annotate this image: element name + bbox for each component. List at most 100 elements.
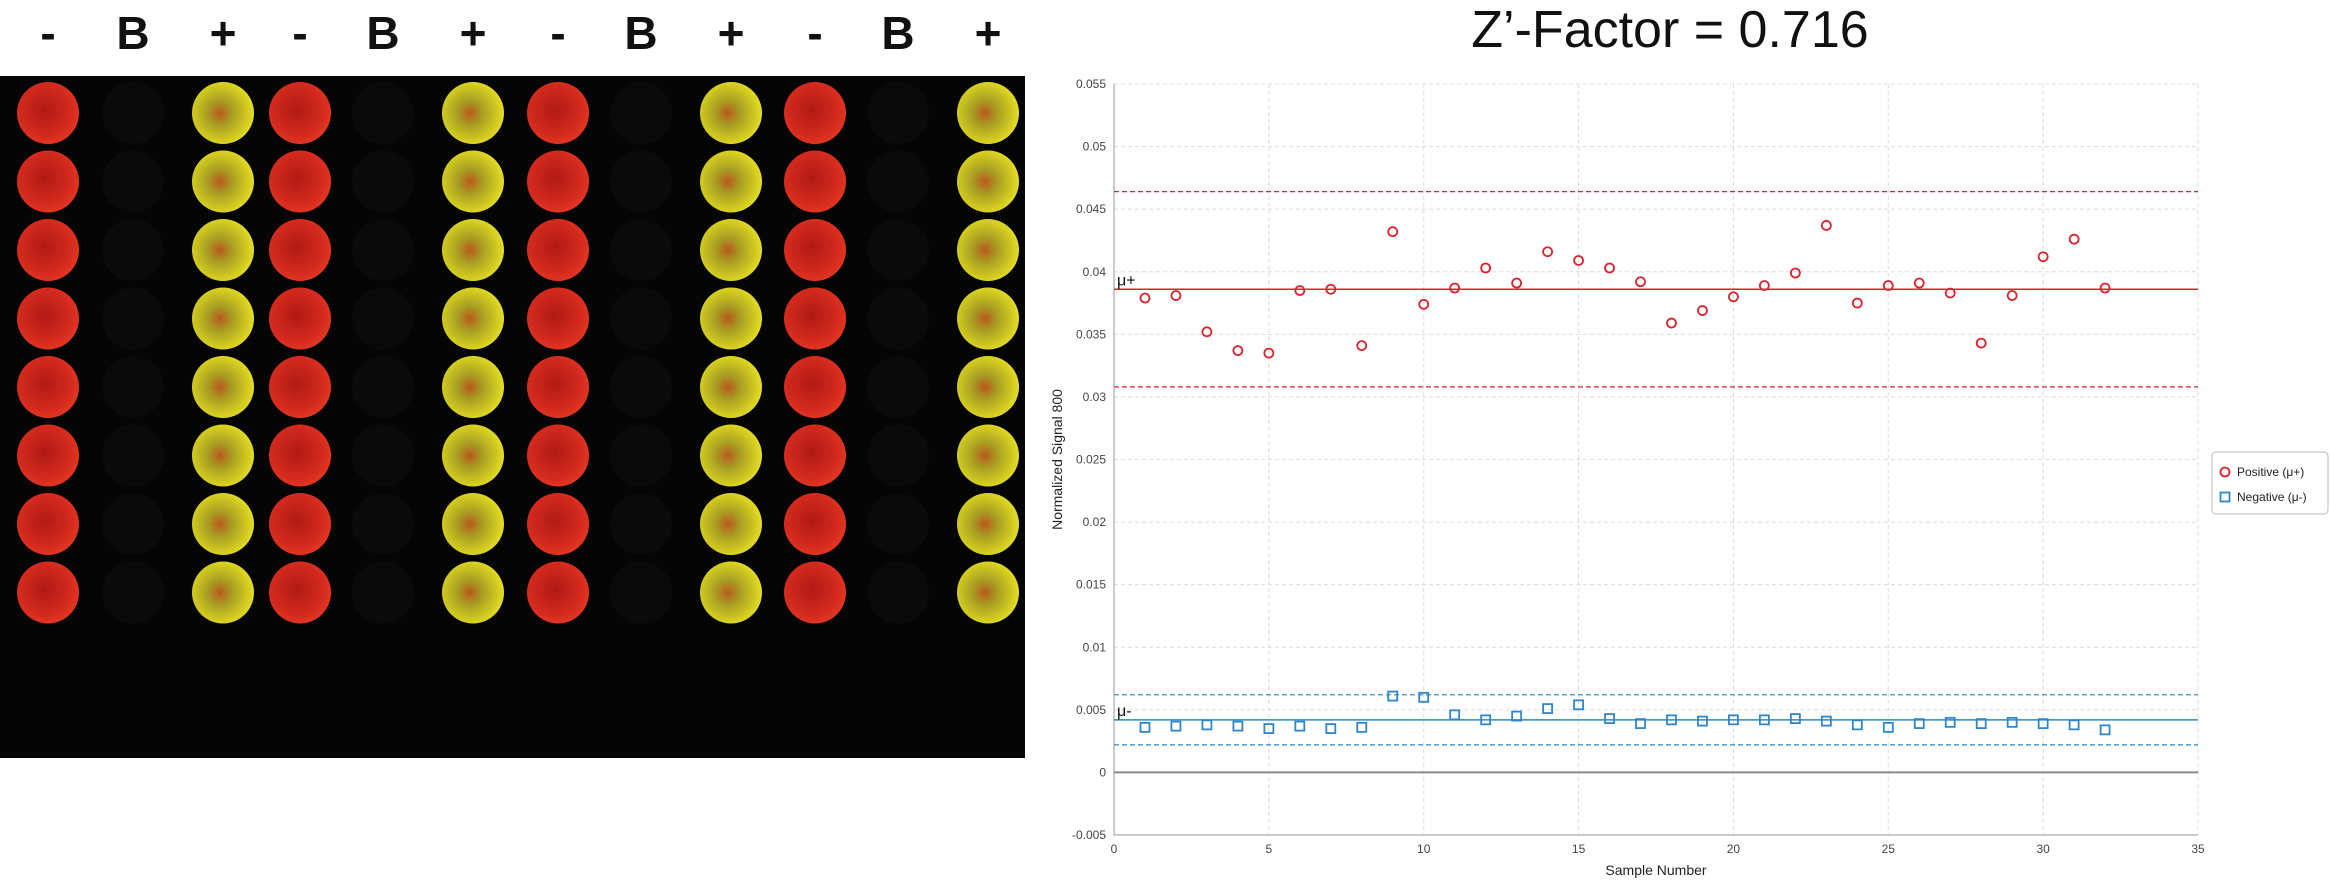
negative-well (784, 82, 846, 144)
well-plate-image (0, 76, 1025, 758)
negative-well (17, 219, 79, 281)
positive-well (957, 219, 1019, 281)
positive-data-point (2099, 282, 2111, 294)
negative-data-point (1263, 723, 1275, 735)
negative-data-point (1697, 715, 1708, 727)
negative-well (269, 150, 331, 213)
plate-column-label: B (116, 7, 150, 59)
negative-well (784, 424, 846, 487)
negative-data-point (1294, 720, 1306, 732)
negative-data-point (1511, 710, 1523, 722)
y-tick-label: 0.005 (1076, 703, 1106, 717)
blank-well (102, 82, 164, 144)
positive-well (957, 150, 1019, 213)
positive-data-point (1263, 347, 1275, 359)
plate-column-label: + (974, 7, 1002, 59)
negative-well (784, 561, 846, 624)
negative-well (527, 356, 589, 418)
negative-well (17, 561, 79, 624)
negative-well (269, 424, 331, 487)
negative-well (17, 424, 79, 487)
blank-well (867, 493, 929, 555)
positive-well (192, 150, 254, 213)
negative-data-point (1356, 721, 1368, 733)
mean-label: μ+ (1117, 272, 1136, 289)
positive-data-point (1201, 326, 1213, 338)
negative-well (17, 150, 79, 213)
blank-well (102, 150, 164, 213)
positive-data-point (1851, 297, 1863, 309)
positive-data-point (2068, 233, 2080, 245)
legend-entry-label: Positive (μ+) (2237, 465, 2304, 479)
y-tick-label: 0.035 (1076, 327, 1106, 341)
negative-well (269, 561, 331, 624)
negative-well (784, 493, 846, 555)
positive-data-point (1232, 345, 1244, 357)
y-tick-label: -0.005 (1072, 828, 1106, 842)
y-tick-label: 0.025 (1076, 453, 1106, 467)
negative-data-point (1635, 718, 1646, 730)
negative-data-point (1232, 720, 1244, 732)
blank-well (102, 493, 164, 555)
positive-data-point (2006, 290, 2018, 301)
blank-well (610, 493, 672, 555)
plate-column-label: - (807, 7, 823, 59)
negative-well (269, 356, 331, 418)
positive-well (700, 424, 762, 487)
positive-data-point (1789, 267, 1801, 279)
positive-data-point (1759, 280, 1770, 291)
positive-data-point (1820, 220, 1832, 231)
positive-data-point (1449, 282, 1461, 294)
negative-well (527, 287, 589, 350)
positive-well (442, 287, 504, 350)
blank-well (352, 82, 414, 144)
positive-well (700, 82, 762, 144)
plate-column-label: B (366, 7, 400, 59)
plate-column-label: + (459, 7, 487, 59)
blank-well (102, 219, 164, 281)
negative-well (784, 150, 846, 213)
negative-data-point (1604, 713, 1615, 724)
negative-well (784, 219, 846, 281)
positive-well (192, 356, 254, 418)
y-tick-label: 0.04 (1083, 265, 1107, 279)
chart-title: Z’-Factor = 0.716 (1471, 1, 1869, 59)
y-tick-label: 0.045 (1076, 202, 1106, 216)
positive-data-point (1573, 255, 1584, 266)
plate-column-label: B (624, 7, 658, 59)
positive-well (957, 424, 1019, 487)
positive-well (700, 150, 762, 213)
blank-well (610, 82, 672, 144)
negative-data-point (1418, 691, 1430, 703)
positive-data-point (1635, 276, 1646, 288)
negative-well (527, 493, 589, 555)
negative-well (269, 493, 331, 555)
mean-label: μ- (1117, 703, 1132, 720)
positive-data-point (1944, 287, 1956, 299)
positive-data-point (1604, 262, 1615, 274)
negative-well (527, 150, 589, 213)
plate-column-labels: - B + - B + - B + - B + (0, 0, 1025, 76)
legend-entry-label: Negative (μ-) (2237, 490, 2307, 504)
positive-data-point (1325, 283, 1337, 295)
positive-data-point (1975, 337, 1987, 349)
blank-well (352, 561, 414, 624)
x-tick-label: 25 (1882, 842, 1896, 856)
blank-well (610, 287, 672, 350)
z-factor-scatter-chart: -0.005 0 0.005 0.01 0.015 0.02 0.025 0.03 0.035 0… (1049, 77, 2329, 878)
negative-data-point (1728, 714, 1739, 726)
positive-data-point (1542, 246, 1553, 258)
y-tick-label: 0.03 (1083, 390, 1107, 404)
positive-data-point (1697, 305, 1708, 316)
negative-well (527, 82, 589, 144)
positive-well (442, 356, 504, 418)
x-tick-label: 15 (1572, 842, 1586, 856)
positive-data-point (1418, 298, 1430, 310)
positive-well (442, 561, 504, 624)
positive-well (442, 493, 504, 555)
negative-well (784, 356, 846, 418)
negative-data-point (1480, 714, 1492, 726)
positive-well (442, 150, 504, 213)
negative-data-point (1201, 719, 1213, 731)
positive-well (192, 82, 254, 144)
